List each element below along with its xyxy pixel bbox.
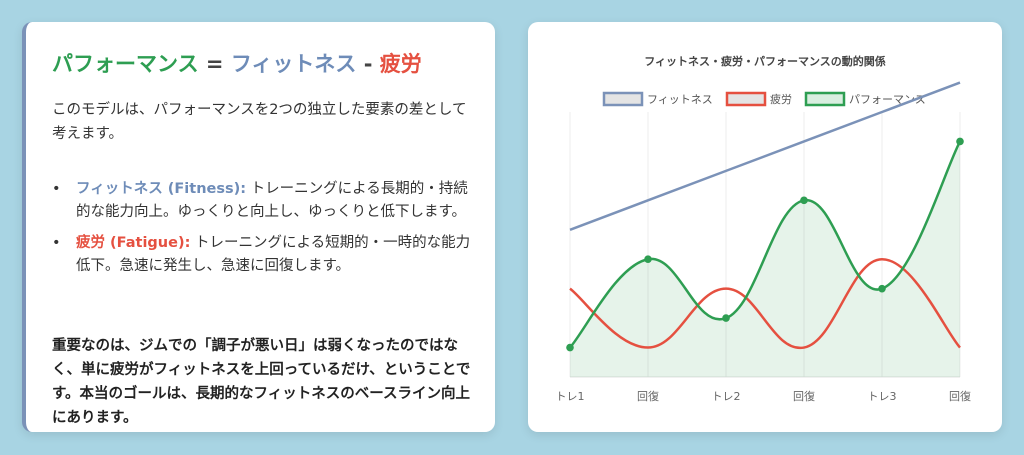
x-tick-label: トレ3: [868, 390, 897, 403]
chart-title: フィットネス・疲労・パフォーマンスの動的関係: [644, 54, 886, 68]
legend-label: 疲労: [770, 92, 792, 106]
data-point: [722, 314, 730, 322]
x-axis-labels: トレ1 回復 トレ2 回復 トレ3 回復: [556, 390, 972, 403]
legend-label: フィットネス: [647, 93, 713, 106]
x-tick-label: 回復: [637, 390, 659, 403]
fatigue-term: 疲労 (Fatigue):: [76, 235, 191, 251]
fitness-term: フィットネス (Fitness):: [76, 181, 247, 197]
title-equals: =: [205, 52, 224, 76]
component-item-fatigue: 疲労 (Fatigue): トレーニングによる短期的・一時的な能力低下。急速に発…: [52, 232, 477, 278]
data-point: [644, 255, 652, 264]
data-point: [800, 196, 808, 205]
x-tick-label: 回復: [949, 390, 971, 403]
data-point: [878, 284, 886, 293]
fitness-description: トレーニングによる長期的・持続的な能力向上。ゆっくりと向上し、ゆっくりと低下しま…: [76, 181, 468, 220]
fatigue-description: トレーニングによる短期的・一時的な能力低下。急速に発生し、急速に回復します。: [76, 235, 471, 274]
x-tick-label: トレ2: [712, 390, 741, 403]
data-point: [956, 137, 964, 146]
component-item-fitness: フィットネス (Fitness): トレーニングによる長期的・持続的な能力向上。…: [52, 178, 477, 224]
title-fatigue: 疲労: [379, 52, 422, 76]
title-fitness: フィットネス: [230, 52, 357, 76]
series-line-フィットネス: [569, 81, 961, 231]
line-chart: フィットネス・疲労・パフォーマンスの動的関係 フィットネス 疲労 パフォーマンス ト…: [556, 54, 972, 403]
x-tick-label: 回復: [793, 390, 815, 403]
x-tick-label: トレ1: [556, 390, 585, 403]
chart-grid: [569, 112, 961, 378]
legend-swatch-フィットネス: [602, 91, 644, 107]
chart-series: [566, 81, 964, 377]
data-point: [566, 343, 574, 352]
title-minus: -: [363, 52, 373, 76]
legend-swatch-疲労: [725, 91, 767, 107]
component-list: フィットネス (Fitness): トレーニングによる長期的・持続的な能力向上。…: [52, 178, 477, 286]
model-title: パフォーマンス = フィットネス - 疲労: [52, 48, 422, 78]
series-line-パフォーマンス: [569, 140, 962, 349]
key-point-text: 重要なのは、ジムでの「調子が悪い日」は弱くなったのではなく、単に疲労がフィットネ…: [52, 338, 471, 426]
model-explanation-card: パフォーマンス = フィットネス - 疲労 このモデルは、パフォーマンスを2つの…: [22, 22, 495, 432]
legend-swatch-パフォーマンス: [804, 91, 846, 107]
intro-text: このモデルは、パフォーマンスを2つの独立した要素の差として考えます。: [52, 102, 467, 142]
chart-card: フィットネス・疲労・パフォーマンスの動的関係 フィットネス 疲労 パフォーマンス ト…: [528, 22, 1002, 432]
chart-legend: フィットネス 疲労 パフォーマンス: [602, 91, 926, 107]
series-line-疲労: [569, 257, 961, 349]
title-performance: パフォーマンス: [52, 52, 199, 76]
